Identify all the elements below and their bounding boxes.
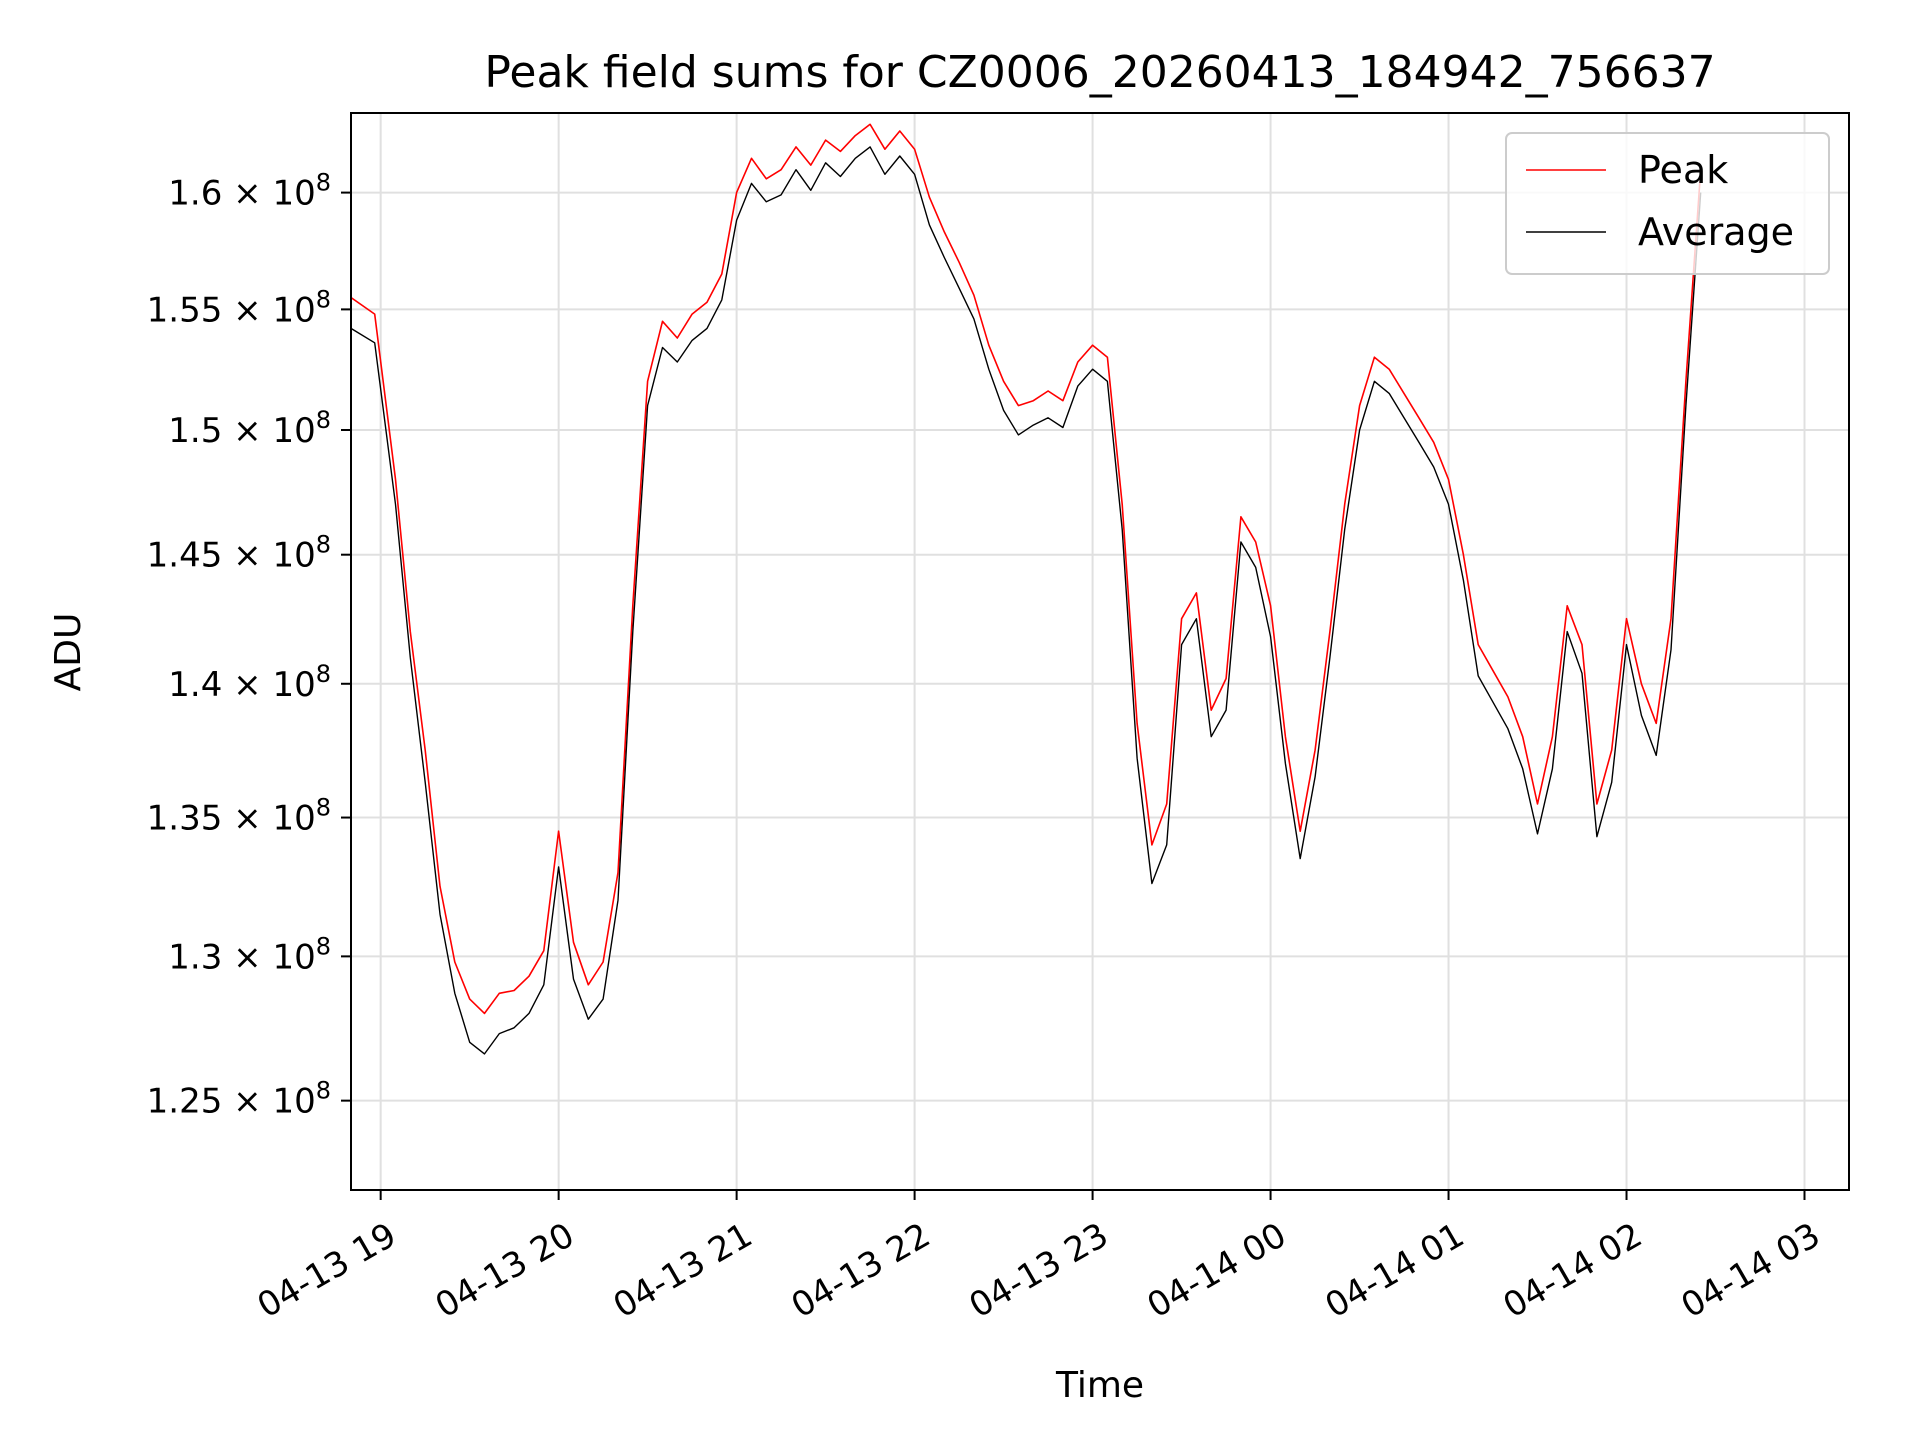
y-tick-label: 1.6 × 108 (168, 169, 331, 214)
y-axis: 1.25 × 108 1.3 × 108 1.35 × 108 1.4 × 108 1.… (147, 169, 351, 1122)
y-tick-label: 1.25 × 108 (147, 1077, 331, 1122)
legend-box (1505, 132, 1830, 275)
y-tick-label: 1.45 × 108 (147, 531, 331, 576)
y-tick-label: 1.4 × 108 (168, 660, 331, 705)
y-tick-label: 1.55 × 108 (147, 285, 331, 330)
plot-frame (350, 112, 1850, 1191)
series-line-average (351, 146, 1702, 1055)
y-tick-label: 1.5 × 108 (168, 406, 331, 451)
legend-label-peak: Peak (1638, 148, 1728, 192)
y-tick-label: 1.3 × 108 (168, 932, 331, 977)
y-axis-title: ADU (48, 613, 89, 692)
grid-lines (351, 113, 1849, 1190)
legend-label-average: Average (1638, 210, 1794, 254)
series-line-peak (351, 123, 1702, 1015)
legend: Peak Average (1505, 132, 1830, 275)
series-group (351, 123, 1702, 1055)
y-tick-label: 1.35 × 108 (147, 794, 331, 839)
x-axis-title: Time (1055, 1365, 1144, 1406)
chart-title: Peak field sums for CZ0006_20260413_1849… (484, 47, 1715, 98)
